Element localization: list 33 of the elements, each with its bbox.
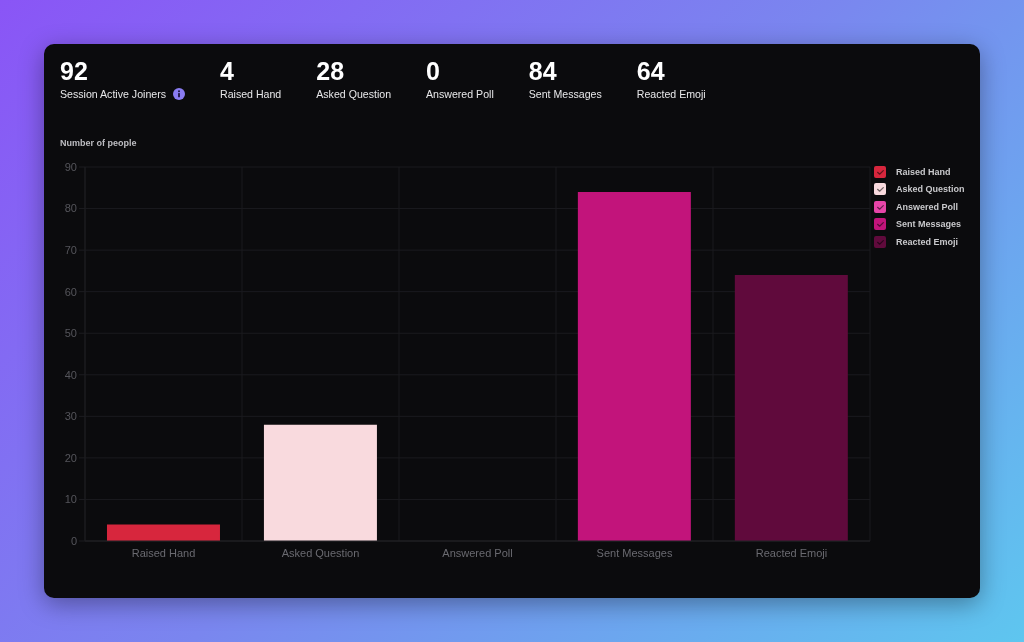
text: Sent Messages — [528, 88, 602, 100]
text: 92 — [60, 56, 89, 86]
y-tick-label: 20 — [64, 451, 77, 464]
text: Answered Poll — [426, 88, 494, 100]
y-tick-label: 0 — [70, 534, 77, 547]
x-tick-label: Reacted Emoji — [755, 546, 828, 559]
text: 0 — [426, 56, 441, 86]
legend-label: Answered Poll — [896, 201, 959, 212]
x-tick-label: Answered Poll — [442, 546, 513, 559]
text: Asked Question — [316, 88, 392, 100]
text: 4 — [220, 56, 235, 86]
legend-label: Reacted Emoji — [896, 236, 959, 247]
x-tick-label: Asked Question — [281, 546, 360, 559]
text: Raised Hand — [220, 88, 282, 100]
text: 64 — [636, 56, 666, 86]
y-tick-label: 30 — [64, 410, 77, 423]
text: Session Active Joiners — [60, 88, 166, 100]
text: Reacted Emoji — [636, 88, 706, 100]
text: 28 — [316, 56, 346, 86]
y-tick-label: 40 — [64, 368, 77, 381]
y-tick-label: 60 — [64, 285, 77, 298]
text: 84 — [528, 56, 558, 86]
x-tick-label: Sent Messages — [596, 546, 673, 559]
y-axis-title: Number of people — [60, 138, 137, 148]
y-tick-label: 90 — [64, 160, 77, 173]
x-tick-label: Raised Hand — [131, 546, 196, 559]
y-tick-label: 50 — [64, 327, 77, 340]
legend-label: Sent Messages — [896, 219, 962, 230]
legend-label: Raised Hand — [896, 166, 951, 177]
y-tick-label: 10 — [64, 493, 77, 506]
y-tick-label: 70 — [64, 244, 77, 257]
y-tick-label: 80 — [64, 202, 77, 215]
legend-label: Asked Question — [896, 184, 965, 195]
